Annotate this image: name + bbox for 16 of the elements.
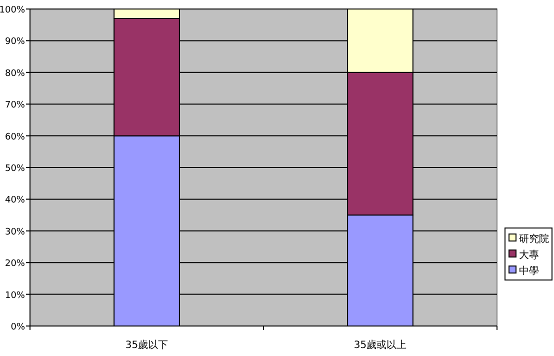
y-tick-label: 100% xyxy=(0,6,26,16)
y-tick-label: 40% xyxy=(4,196,26,206)
x-tick-label: 35歲以下 xyxy=(125,339,168,351)
y-tick-label: 60% xyxy=(4,132,26,142)
y-tick-label: 10% xyxy=(4,290,26,301)
y-tick-label: 70% xyxy=(4,100,26,111)
y-tick-label: 30% xyxy=(4,227,26,238)
y-tick-label: 80% xyxy=(4,68,26,79)
x-tick-label: 35歲或以上 xyxy=(354,339,407,351)
y-tick-label: 0% xyxy=(10,322,26,332)
legend-label: 大專 xyxy=(519,249,539,261)
y-tick-label: 20% xyxy=(4,259,26,270)
y-tick-label: 50% xyxy=(4,164,26,174)
legend-label: 研究院 xyxy=(519,233,549,245)
y-tick-label: 90% xyxy=(4,37,26,48)
legend-label: 中學 xyxy=(519,265,539,277)
